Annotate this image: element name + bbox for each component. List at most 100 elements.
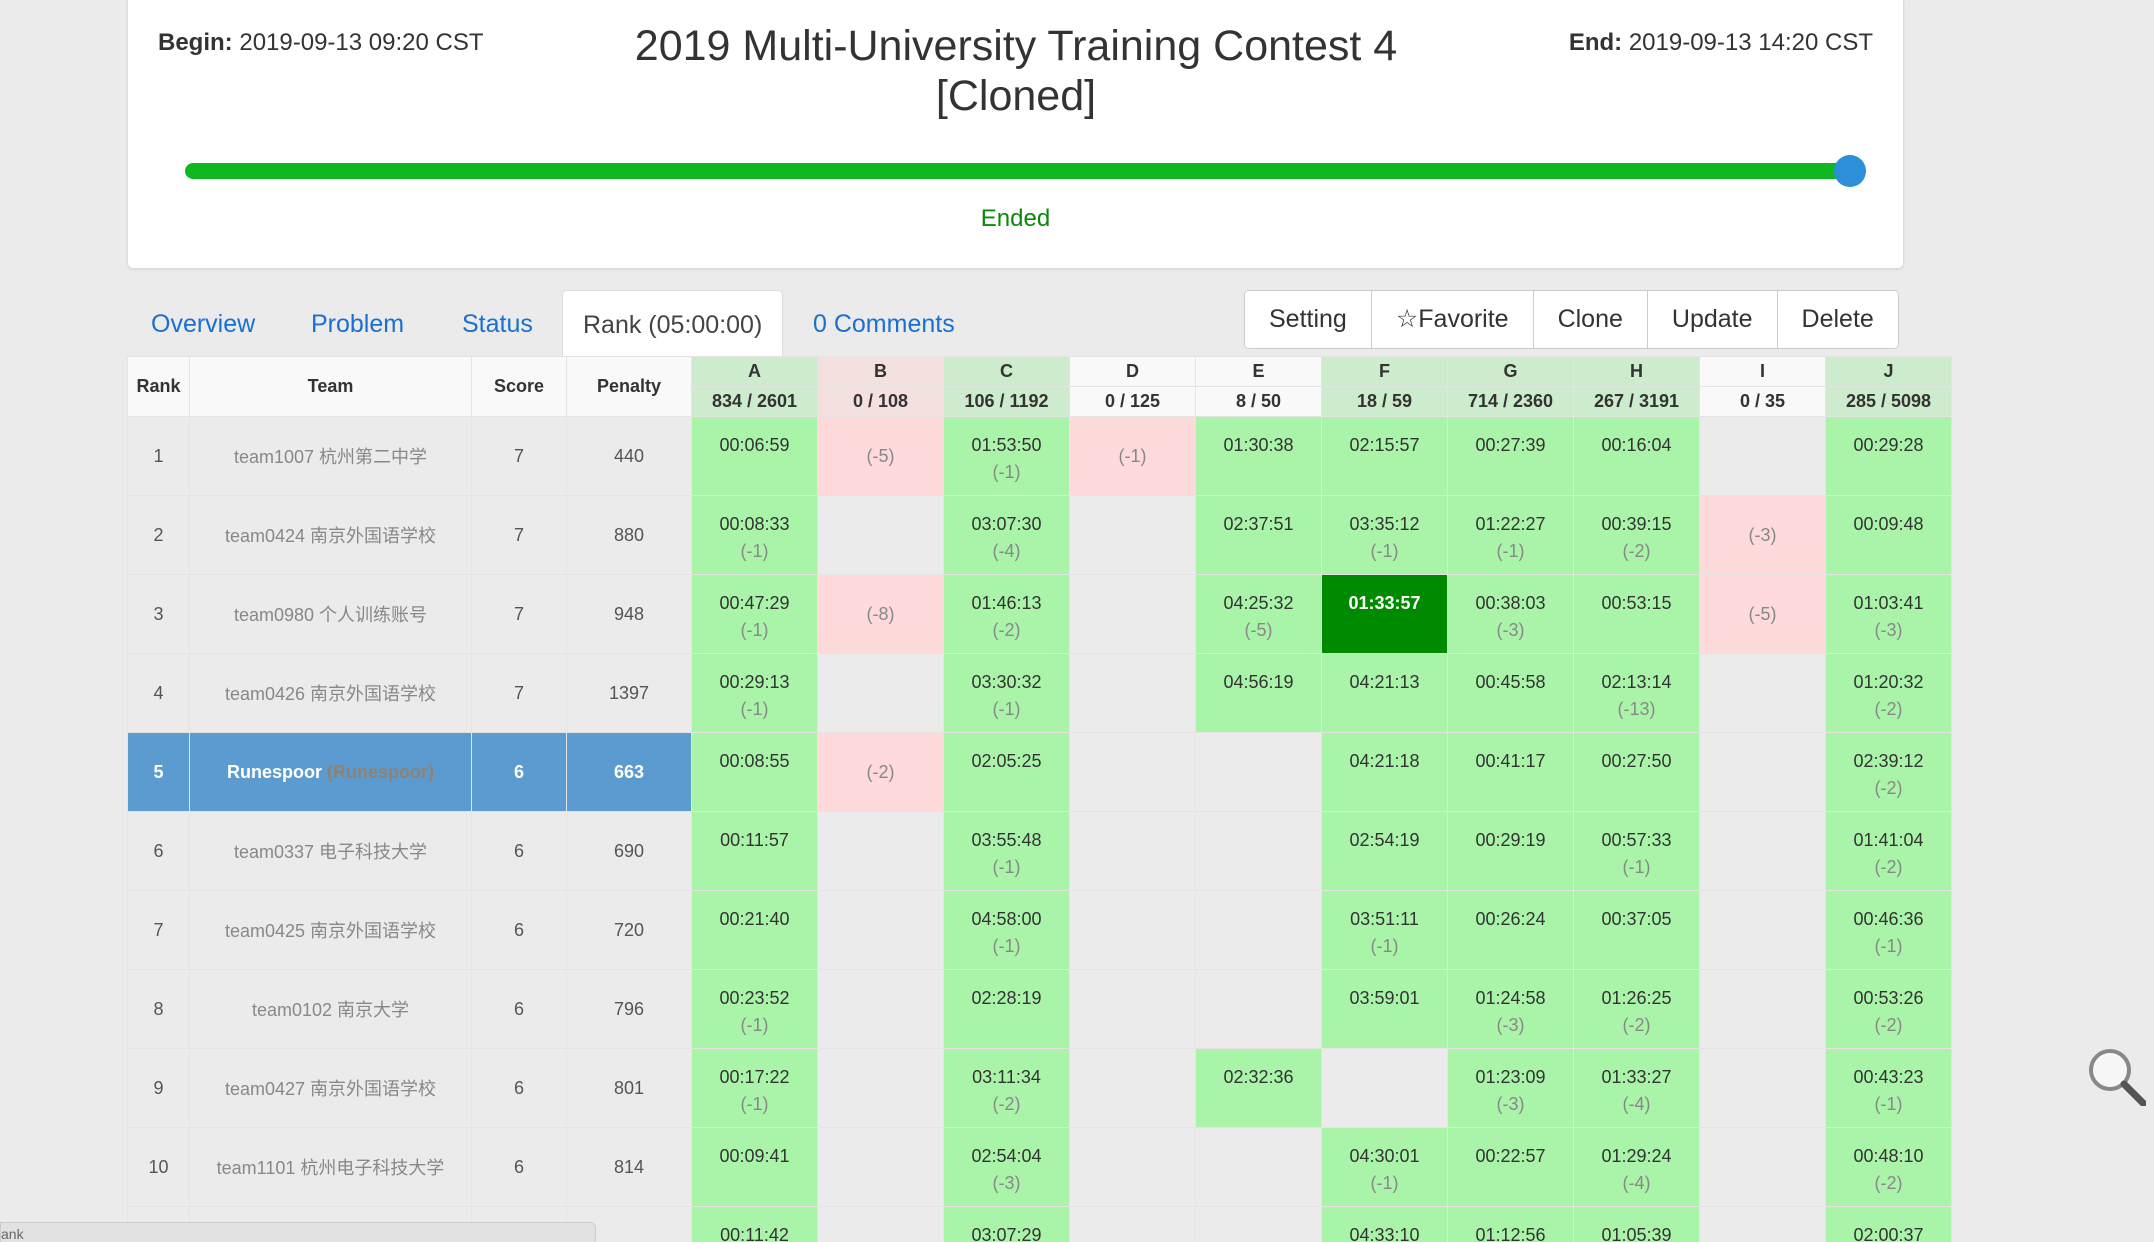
- problem-cell-E[interactable]: 04:56:19: [1195, 653, 1322, 733]
- problem-cell-B[interactable]: (-8): [817, 574, 944, 654]
- problem-cell-C[interactable]: 02:05:25: [943, 732, 1070, 812]
- problem-cell-B[interactable]: [817, 1127, 944, 1207]
- cell-team[interactable]: team0337 电子科技大学: [189, 811, 472, 891]
- cell-team[interactable]: team1101 杭州电子科技大学: [189, 1127, 472, 1207]
- problem-cell-H[interactable]: 00:16:04: [1573, 416, 1700, 496]
- problem-cell-A[interactable]: 00:17:22 (-1): [691, 1048, 818, 1128]
- problem-cell-C[interactable]: 03:55:48 (-1): [943, 811, 1070, 891]
- problem-cell-H[interactable]: 01:05:39: [1573, 1206, 1700, 1242]
- problem-cell-A[interactable]: 00:06:59: [691, 416, 818, 496]
- problem-cell-B[interactable]: [817, 890, 944, 970]
- problem-header-C[interactable]: C: [943, 356, 1070, 387]
- problem-cell-J[interactable]: 00:29:28: [1825, 416, 1952, 496]
- problem-cell-B[interactable]: (-2): [817, 732, 944, 812]
- problem-cell-G[interactable]: 00:45:58: [1447, 653, 1574, 733]
- problem-cell-D[interactable]: [1069, 1127, 1196, 1207]
- problem-cell-D[interactable]: [1069, 495, 1196, 575]
- tab-status[interactable]: Status: [462, 310, 533, 338]
- problem-cell-B[interactable]: [817, 653, 944, 733]
- delete-button[interactable]: Delete: [1776, 291, 1898, 348]
- problem-cell-H[interactable]: 00:37:05: [1573, 890, 1700, 970]
- problem-cell-H[interactable]: 00:57:33 (-1): [1573, 811, 1700, 891]
- problem-cell-D[interactable]: [1069, 890, 1196, 970]
- problem-cell-A[interactable]: 00:23:52 (-1): [691, 969, 818, 1049]
- problem-header-B[interactable]: B: [817, 356, 944, 387]
- problem-cell-C[interactable]: 03:07:30 (-4): [943, 495, 1070, 575]
- problem-cell-H[interactable]: 02:13:14 (-13): [1573, 653, 1700, 733]
- problem-cell-H[interactable]: 01:33:27 (-4): [1573, 1048, 1700, 1128]
- problem-header-E[interactable]: E: [1195, 356, 1322, 387]
- problem-cell-F[interactable]: [1321, 1048, 1448, 1128]
- problem-cell-A[interactable]: 00:08:33 (-1): [691, 495, 818, 575]
- favorite-button[interactable]: ☆Favorite: [1370, 291, 1533, 348]
- tab-comments[interactable]: 0 Comments: [813, 310, 955, 338]
- progress-slider-handle[interactable]: [1834, 155, 1866, 187]
- cell-team[interactable]: team0425 南京外国语学校: [189, 890, 472, 970]
- problem-cell-B[interactable]: (-5): [817, 416, 944, 496]
- problem-cell-I[interactable]: (-3): [1699, 495, 1826, 575]
- problem-cell-F[interactable]: 03:59:01: [1321, 969, 1448, 1049]
- tab-rank[interactable]: Rank (05:00:00): [562, 290, 784, 356]
- problem-cell-J[interactable]: 00:53:26 (-2): [1825, 969, 1952, 1049]
- problem-cell-I[interactable]: [1699, 890, 1826, 970]
- problem-cell-C[interactable]: 01:46:13 (-2): [943, 574, 1070, 654]
- problem-cell-B[interactable]: [817, 495, 944, 575]
- problem-cell-J[interactable]: 02:00:37: [1825, 1206, 1952, 1242]
- problem-cell-I[interactable]: (-5): [1699, 574, 1826, 654]
- problem-cell-B[interactable]: [817, 1048, 944, 1128]
- problem-cell-E[interactable]: [1195, 969, 1322, 1049]
- problem-cell-A[interactable]: 00:09:41: [691, 1127, 818, 1207]
- cell-team[interactable]: team0426 南京外国语学校: [189, 653, 472, 733]
- problem-cell-D[interactable]: [1069, 574, 1196, 654]
- problem-cell-I[interactable]: [1699, 969, 1826, 1049]
- problem-cell-G[interactable]: 00:38:03 (-3): [1447, 574, 1574, 654]
- tab-overview[interactable]: Overview: [151, 310, 256, 338]
- cell-team[interactable]: team0102 南京大学: [189, 969, 472, 1049]
- problem-cell-D[interactable]: [1069, 811, 1196, 891]
- problem-cell-G[interactable]: 01:23:09 (-3): [1447, 1048, 1574, 1128]
- problem-cell-A[interactable]: 00:21:40: [691, 890, 818, 970]
- problem-cell-G[interactable]: 01:22:27 (-1): [1447, 495, 1574, 575]
- problem-cell-J[interactable]: 02:39:12 (-2): [1825, 732, 1952, 812]
- problem-cell-F[interactable]: 01:33:57: [1321, 574, 1448, 654]
- cell-team[interactable]: team1007 杭州第二中学: [189, 416, 472, 496]
- problem-cell-E[interactable]: [1195, 811, 1322, 891]
- problem-cell-F[interactable]: 02:54:19: [1321, 811, 1448, 891]
- problem-cell-A[interactable]: 00:29:13 (-1): [691, 653, 818, 733]
- cell-team[interactable]: team0427 南京外国语学校: [189, 1048, 472, 1128]
- problem-cell-D[interactable]: [1069, 969, 1196, 1049]
- problem-cell-D[interactable]: [1069, 1206, 1196, 1242]
- tab-problem[interactable]: Problem: [311, 310, 405, 338]
- problem-cell-E[interactable]: 01:30:38: [1195, 416, 1322, 496]
- problem-cell-I[interactable]: [1699, 653, 1826, 733]
- header-score[interactable]: Score: [471, 356, 567, 417]
- update-button[interactable]: Update: [1646, 291, 1777, 348]
- cell-team[interactable]: Runespoor (Runespoor): [189, 732, 472, 812]
- problem-cell-I[interactable]: [1699, 732, 1826, 812]
- problem-cell-F[interactable]: 02:15:57: [1321, 416, 1448, 496]
- problem-cell-H[interactable]: 00:53:15: [1573, 574, 1700, 654]
- problem-cell-E[interactable]: 02:32:36: [1195, 1048, 1322, 1128]
- problem-cell-D[interactable]: (-1): [1069, 416, 1196, 496]
- problem-cell-J[interactable]: 00:43:23 (-1): [1825, 1048, 1952, 1128]
- header-team[interactable]: Team: [189, 356, 472, 417]
- problem-cell-H[interactable]: 00:27:50: [1573, 732, 1700, 812]
- problem-cell-I[interactable]: [1699, 1048, 1826, 1128]
- problem-header-A[interactable]: A: [691, 356, 818, 387]
- problem-cell-C[interactable]: 03:07:29: [943, 1206, 1070, 1242]
- problem-cell-J[interactable]: 00:09:48: [1825, 495, 1952, 575]
- problem-cell-E[interactable]: [1195, 1206, 1322, 1242]
- problem-cell-G[interactable]: 00:41:17: [1447, 732, 1574, 812]
- problem-cell-B[interactable]: [817, 969, 944, 1049]
- problem-cell-J[interactable]: 01:20:32 (-2): [1825, 653, 1952, 733]
- problem-header-H[interactable]: H: [1573, 356, 1700, 387]
- problem-header-G[interactable]: G: [1447, 356, 1574, 387]
- problem-header-J[interactable]: J: [1825, 356, 1952, 387]
- problem-cell-A[interactable]: 00:08:55: [691, 732, 818, 812]
- problem-cell-C[interactable]: 02:28:19: [943, 969, 1070, 1049]
- problem-cell-G[interactable]: 01:12:56: [1447, 1206, 1574, 1242]
- problem-cell-D[interactable]: [1069, 653, 1196, 733]
- problem-cell-A[interactable]: 00:11:57: [691, 811, 818, 891]
- problem-cell-A[interactable]: 00:47:29 (-1): [691, 574, 818, 654]
- problem-cell-C[interactable]: 02:54:04 (-3): [943, 1127, 1070, 1207]
